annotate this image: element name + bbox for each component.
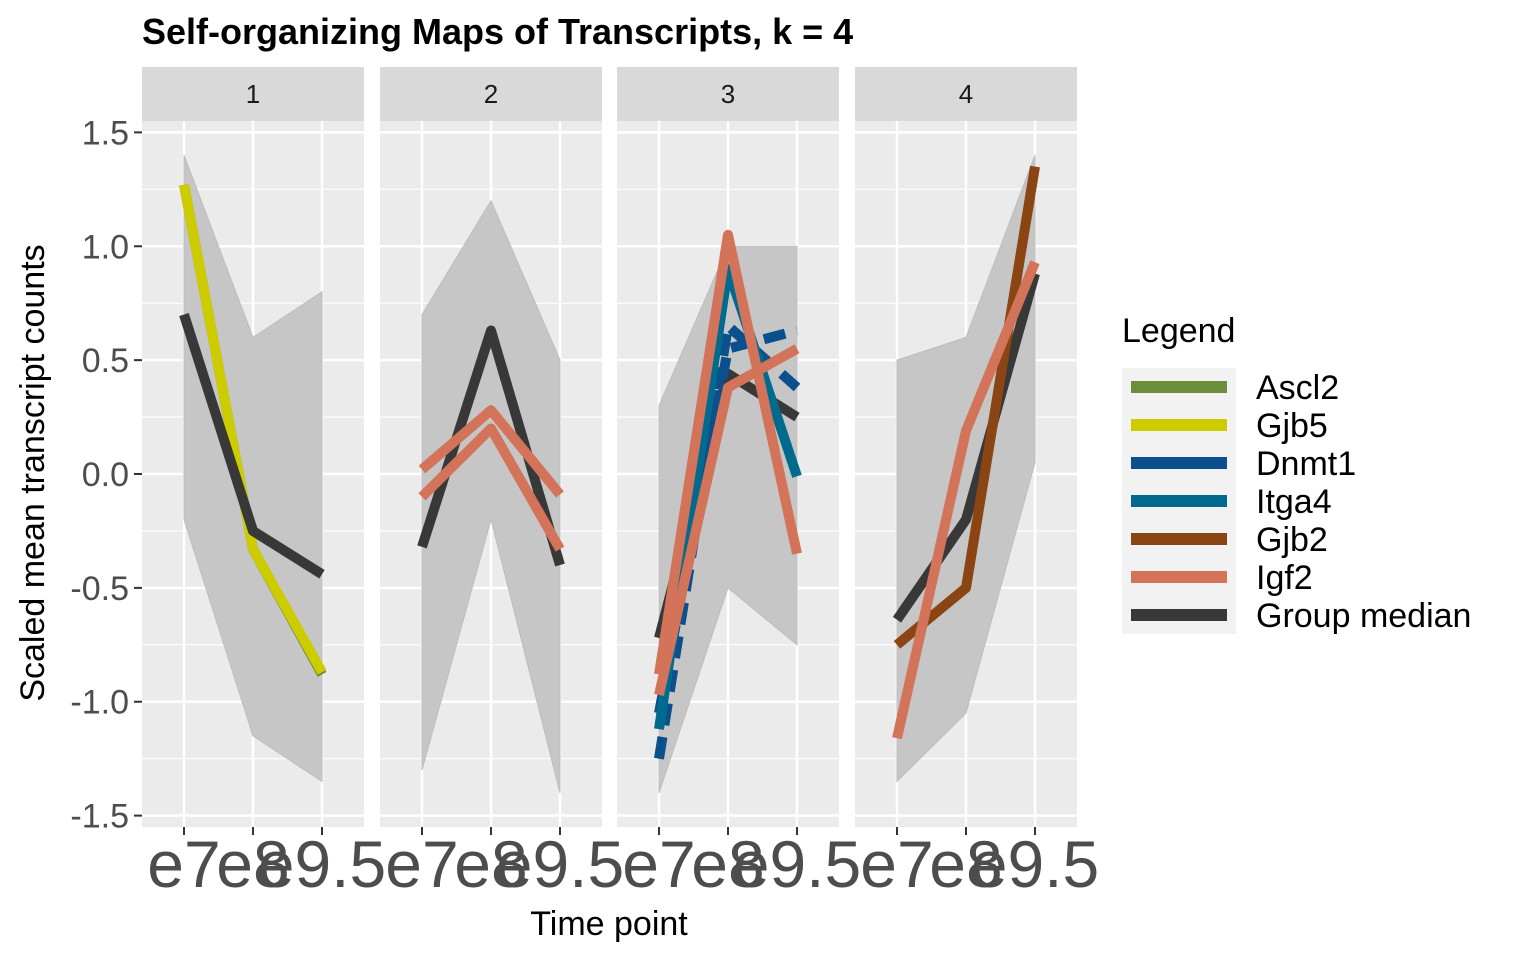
legend-label: Igf2 [1256,559,1313,597]
x-tick-label: e9.5 [971,827,1099,901]
y-tick-label: -0.5 [70,570,129,608]
x-tick-label: e8 [454,827,527,901]
legend-title: Legend [1122,312,1235,350]
x-tick-label: e9.5 [496,827,624,901]
y-tick-label: -1.0 [70,684,129,722]
member-envelope [183,154,323,783]
facet-strip [855,67,1077,121]
facet-panel-2: 2 [380,67,602,827]
facet-strip-label: 4 [959,79,973,109]
facet-strip-label: 3 [721,79,735,109]
legend-label: Itga4 [1256,483,1332,521]
x-tick-label: e7 [860,827,933,901]
legend-label: Group median [1256,597,1471,635]
facet-panel-4: 4 [855,67,1077,827]
x-tick-label: e9.5 [733,827,861,901]
series-line-igf2 [418,423,565,552]
series-line-group-median [179,313,325,579]
x-axis-title: Time point [530,905,688,943]
member-envelope [421,199,561,793]
series-line-igf2 [892,260,1040,740]
legend-label: Gjb5 [1256,407,1328,445]
series-line-igf2 [654,344,800,697]
y-tick-label: 1.5 [82,114,129,152]
facet-strip [617,67,839,121]
series-line-group-median [892,272,1040,623]
facet-panel-1: 1 [142,67,364,827]
x-tick-label: e8 [691,827,764,901]
series-line-igf2 [418,405,564,498]
legend-label: Gjb2 [1256,521,1328,559]
x-tick-label: e7 [385,827,458,901]
x-tick-label: e7 [622,827,695,901]
facet-panel-3: 3 [617,67,839,827]
x-tick-label: e8 [216,827,289,901]
x-tick-label: e7 [147,827,220,901]
facet-strip-label: 1 [246,79,260,109]
legend-label: Ascl2 [1256,369,1339,407]
y-axis-title: Scaled mean transcript counts [14,244,52,701]
y-tick-label: 0.5 [82,342,129,380]
member-envelope [896,154,1036,783]
series-line-gjb5 [179,183,327,675]
series-line-igf2 [654,229,802,676]
y-tick-label: -1.5 [70,798,129,836]
facet-strip [380,67,602,121]
legend-label: Dnmt1 [1256,445,1356,483]
y-axis: 1.5 1.0 0.5 0.0 -0.5 -1.0 -1.5 [70,114,142,836]
chart-title: Self-organizing Maps of Transcripts, k =… [142,11,853,52]
legend: Legend Ascl2Gjb5Dnmt1Itga4Gjb2Igf2Group … [1122,312,1471,635]
y-tick-label: 0.0 [82,456,129,494]
facet-strip-label: 2 [484,79,498,109]
facet-strip [142,67,364,121]
x-tick-label: e8 [929,827,1002,901]
x-tick-label: e9.5 [258,827,386,901]
facet-panels: 1 2 3 4 [142,67,1077,827]
y-tick-label: 1.0 [82,228,129,266]
